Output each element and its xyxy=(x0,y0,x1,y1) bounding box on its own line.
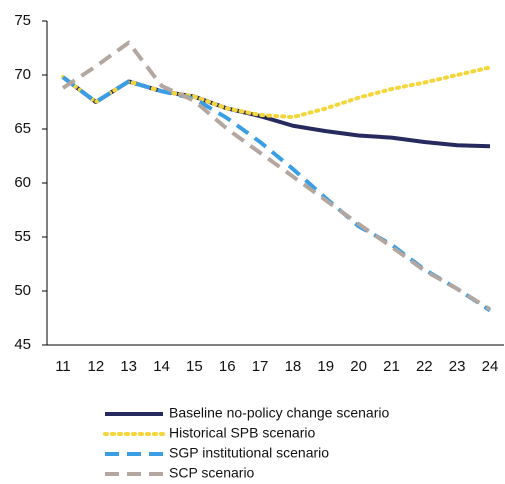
x-tick-label: 24 xyxy=(482,358,499,375)
x-tick-label: 21 xyxy=(383,358,400,375)
y-tick-label: 55 xyxy=(14,228,31,245)
series-line xyxy=(61,40,492,312)
y-tick-label: 50 xyxy=(14,282,31,299)
legend-label: SCP scenario xyxy=(169,465,255,481)
legend: Baseline no-policy change scenario Histor… xyxy=(103,405,389,481)
x-tick-label: 13 xyxy=(120,358,137,375)
x-tick-label: 14 xyxy=(153,358,170,375)
x-tick-label: 12 xyxy=(88,358,105,375)
legend-label: Baseline no-policy change scenario xyxy=(169,405,389,421)
legend-label: Historical SPB scenario xyxy=(169,425,315,441)
x-tick-label: 15 xyxy=(186,358,203,375)
series-line xyxy=(61,75,492,313)
series-line xyxy=(61,75,491,149)
y-tick-label: 60 xyxy=(14,174,31,191)
legend-label: SGP institutional scenario xyxy=(169,445,329,461)
x-tick-label: 22 xyxy=(416,358,433,375)
y-tick-label: 75 xyxy=(14,12,31,29)
x-tick-label: 11 xyxy=(55,358,71,375)
x-tick-label: 19 xyxy=(317,358,334,375)
x-tick-label: 20 xyxy=(350,358,367,375)
y-tick-label: 70 xyxy=(14,66,31,83)
x-tick-label: 18 xyxy=(285,358,302,375)
y-tick-label: 65 xyxy=(14,120,31,137)
x-tick-label: 23 xyxy=(449,358,466,375)
series-line xyxy=(61,65,492,120)
x-tick-label: 17 xyxy=(252,358,269,375)
x-tick-label: 16 xyxy=(219,358,236,375)
y-tick-label: 45 xyxy=(14,336,31,353)
